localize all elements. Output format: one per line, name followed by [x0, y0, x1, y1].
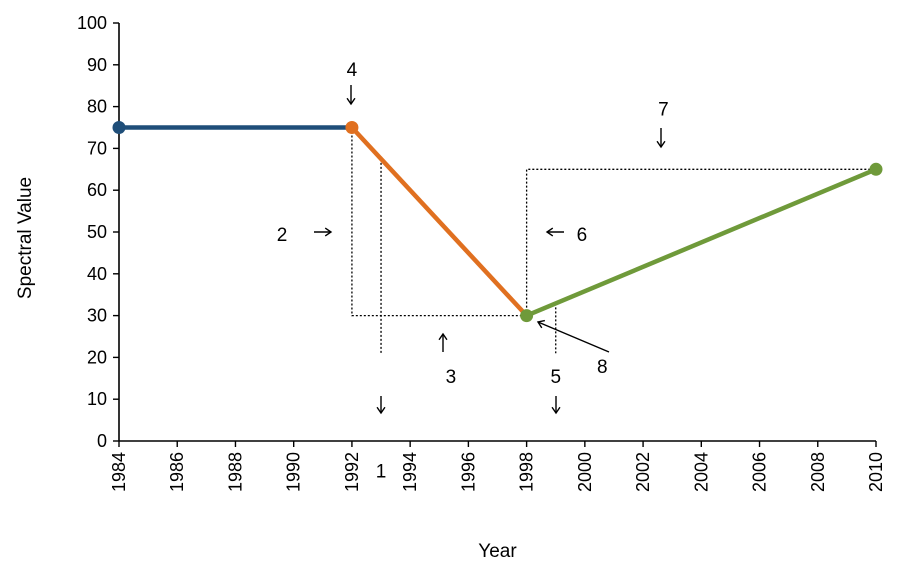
y-tick-label: 10	[87, 389, 107, 409]
y-tick-label: 60	[87, 180, 107, 200]
x-tick-label: 2008	[808, 452, 828, 492]
recovery-magnitude-guide	[525, 168, 876, 316]
arrow-head	[656, 140, 666, 149]
axes: 0 10 20 30 40 50 60 70 80 90 100 1984 1986 1988 1990 19…	[77, 13, 886, 492]
arrow-head	[438, 332, 448, 341]
x-tick-label: 1984	[109, 452, 129, 492]
arrow-head	[324, 227, 333, 237]
arrow-head	[545, 227, 554, 237]
arrow-6-left	[545, 227, 564, 237]
x-tick-label: 2010	[866, 452, 886, 492]
annotation-label-4: 4	[347, 60, 358, 81]
arrow-head	[536, 319, 545, 329]
y-tick-label: 50	[87, 222, 107, 242]
y-tick-label: 20	[87, 347, 107, 367]
x-tick-label: 2004	[691, 452, 711, 492]
series	[112, 121, 883, 323]
y-tick-label: 70	[87, 138, 107, 158]
annotation-label-8: 8	[597, 357, 608, 378]
arrow-shaft	[537, 321, 610, 353]
arrow-head	[346, 97, 356, 106]
x-tick-label: 2002	[633, 452, 653, 492]
x-tick-label: 1990	[284, 452, 304, 492]
arrow-2-right	[314, 227, 333, 237]
arrow-1-down	[376, 396, 386, 415]
annotation-label-3: 3	[446, 367, 457, 388]
y-tick-label: 30	[87, 306, 107, 326]
annotations: 1 2 3 4 5 6 7 8	[277, 60, 669, 482]
arrow-8-to-minimum	[536, 319, 610, 353]
data-point	[869, 162, 883, 176]
arrow-5-down	[551, 396, 561, 415]
x-tick-label: 1992	[342, 452, 362, 492]
disturbance-magnitude-guide	[351, 127, 527, 317]
annotation-label-5: 5	[550, 367, 561, 388]
y-tick-label: 100	[77, 13, 107, 33]
x-tick-label: 2000	[575, 452, 595, 492]
y-tick-label: 0	[97, 431, 107, 451]
annotation-label-7: 7	[658, 100, 669, 121]
x-tick-label: 2006	[750, 452, 770, 492]
arrow-3-up	[438, 332, 448, 352]
y-tick-label: 90	[87, 55, 107, 75]
y-tick-label: 40	[87, 264, 107, 284]
arrow-head	[376, 406, 386, 415]
arrow-head	[551, 406, 561, 415]
x-tick-label: 1988	[225, 452, 245, 492]
x-tick-label: 1994	[400, 452, 420, 492]
data-point	[345, 121, 359, 134]
arrow-7-down	[656, 128, 666, 149]
series-line	[525, 167, 877, 318]
x-tick-label: 1986	[167, 452, 187, 492]
annotation-label-2: 2	[277, 225, 288, 246]
data-point	[112, 121, 126, 134]
annotation-label-1: 1	[376, 461, 387, 482]
x-tick-label: 1998	[517, 452, 537, 492]
annotation-label-6: 6	[577, 225, 588, 246]
arrow-4-down	[346, 85, 356, 106]
y-tick-label: 80	[87, 97, 107, 117]
series-line	[350, 125, 529, 318]
x-tick-label: 1996	[458, 452, 478, 492]
data-point	[520, 309, 534, 323]
guide-lines	[351, 127, 876, 354]
x-axis-title: Year	[478, 541, 517, 562]
y-axis-title: Spectral Value	[15, 177, 36, 299]
